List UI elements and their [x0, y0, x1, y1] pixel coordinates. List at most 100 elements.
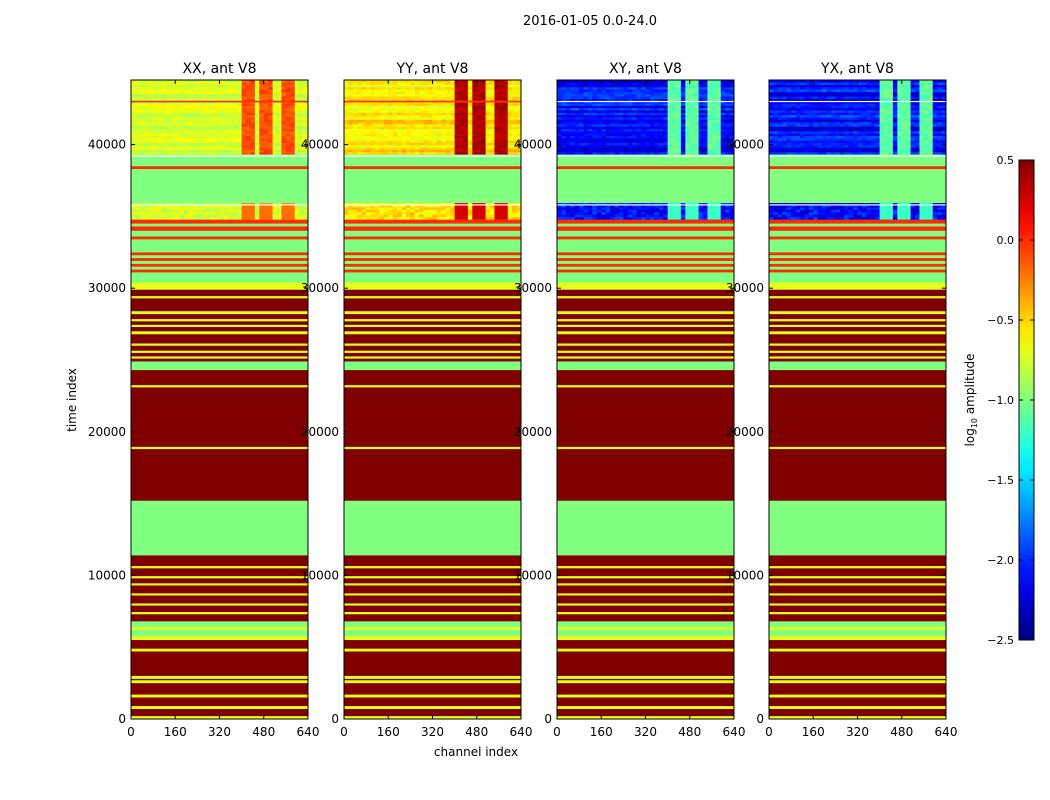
data-cell — [361, 103, 367, 106]
data-cell — [352, 105, 358, 109]
data-cell — [166, 209, 172, 213]
data-cell — [645, 142, 651, 146]
data-cell — [357, 93, 362, 97]
data-cell — [153, 204, 158, 208]
data-cell — [645, 131, 651, 134]
data-cell — [268, 96, 273, 99]
data-cell — [428, 131, 433, 134]
data-cell — [153, 142, 158, 146]
data-cell — [250, 91, 256, 95]
data-cell — [472, 103, 478, 106]
data-cell — [290, 133, 296, 137]
data-cell — [711, 133, 717, 137]
time-block — [557, 566, 734, 569]
data-cell — [303, 124, 308, 127]
data-cell — [175, 211, 180, 215]
data-cell — [436, 140, 442, 143]
data-cell — [281, 93, 287, 97]
data-cell — [170, 128, 176, 132]
data-cell — [503, 124, 509, 127]
data-cell — [259, 110, 265, 113]
y-tick-label: 10000 — [301, 568, 339, 582]
x-tick-label: 0 — [127, 725, 135, 739]
data-cell — [605, 110, 611, 113]
data-cell — [263, 124, 269, 127]
data-cell — [649, 117, 655, 120]
data-cell — [192, 124, 198, 127]
data-cell — [441, 98, 447, 102]
x-tick-label: 0 — [340, 725, 348, 739]
time-block — [344, 236, 521, 240]
data-cell — [645, 112, 651, 116]
data-cell — [428, 86, 433, 90]
data-cell — [507, 119, 513, 123]
data-cell — [676, 133, 682, 137]
data-cell — [254, 91, 260, 95]
data-cell — [303, 142, 308, 146]
data-cell — [263, 207, 269, 210]
data-cell — [299, 82, 304, 85]
data-cell — [472, 91, 478, 95]
data-cell — [667, 135, 673, 139]
data-cell — [716, 151, 722, 155]
data-cell — [166, 114, 172, 118]
data-cell — [463, 121, 469, 125]
data-cell — [485, 131, 491, 134]
data-cell — [574, 151, 580, 155]
data-cell — [423, 211, 429, 215]
data-cell — [215, 124, 220, 127]
data-cell — [135, 117, 141, 120]
data-cell — [131, 112, 136, 116]
data-cell — [610, 121, 615, 125]
data-cell — [344, 98, 349, 102]
data-cell — [219, 121, 225, 125]
time-block — [557, 593, 734, 596]
data-cell — [148, 96, 154, 99]
time-block — [557, 706, 734, 709]
data-cell — [498, 216, 504, 220]
data-cell — [348, 140, 354, 143]
data-cell — [596, 105, 602, 109]
data-cell — [654, 107, 660, 111]
data-cell — [587, 117, 593, 120]
time-block — [344, 311, 521, 315]
data-cell — [344, 91, 349, 95]
data-cell — [374, 91, 380, 95]
time-block — [344, 269, 521, 273]
data-cell — [290, 121, 296, 125]
data-cell — [428, 133, 433, 137]
data-cell — [303, 214, 308, 218]
data-cell — [685, 114, 691, 118]
data-cell — [707, 149, 713, 153]
data-cell — [223, 214, 229, 218]
data-cell — [392, 140, 398, 143]
data-cell — [184, 107, 189, 111]
data-cell — [516, 96, 521, 99]
data-cell — [494, 96, 500, 99]
x-tick-label: 640 — [297, 725, 320, 739]
data-cell — [410, 93, 416, 97]
data-cell — [144, 119, 149, 123]
data-cell — [476, 216, 482, 220]
data-cell — [201, 124, 207, 127]
data-cell — [481, 135, 486, 139]
data-cell — [170, 91, 176, 95]
time-block — [344, 578, 521, 584]
data-cell — [175, 98, 180, 102]
data-cell — [436, 86, 442, 90]
data-cell — [166, 103, 172, 106]
data-cell — [192, 89, 198, 92]
data-cell — [344, 121, 349, 125]
data-cell — [623, 124, 629, 127]
data-cell — [459, 121, 464, 125]
data-cell — [490, 80, 495, 83]
data-cell — [450, 98, 455, 102]
data-cell — [388, 126, 393, 130]
data-cell — [436, 216, 442, 220]
data-cell — [614, 114, 620, 118]
data-cell — [450, 145, 455, 148]
data-cell — [485, 124, 491, 127]
data-cell — [268, 89, 273, 92]
data-cell — [432, 80, 438, 83]
data-cell — [272, 211, 278, 215]
